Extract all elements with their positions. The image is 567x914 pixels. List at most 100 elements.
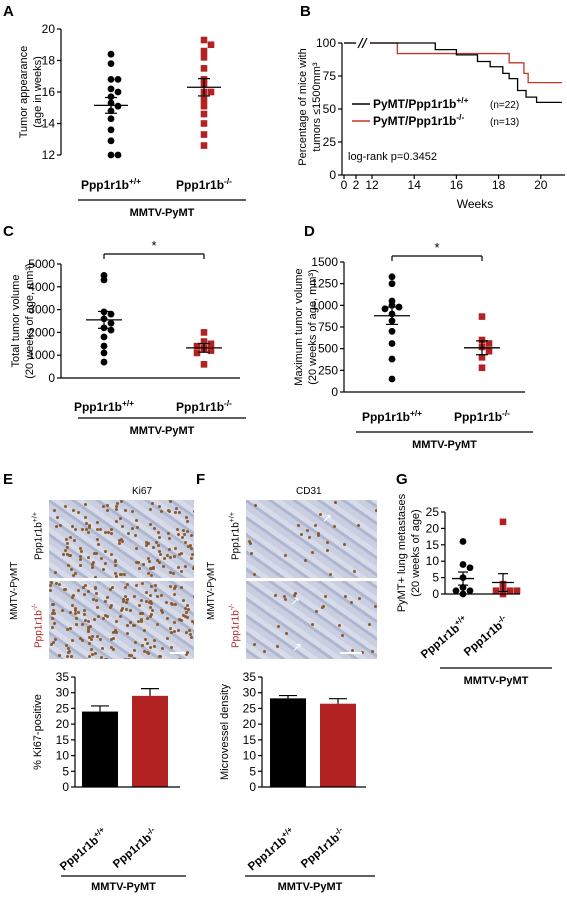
panel-F-y-tick-label: 25	[243, 701, 257, 715]
tissue-stain-dot	[58, 523, 62, 527]
tissue-stain-dot	[162, 565, 166, 569]
tissue-stain-dot	[131, 623, 135, 627]
panel-letter-C: C	[3, 223, 14, 240]
tissue-stain-dot	[66, 655, 69, 659]
panel-F-scale-bar	[340, 652, 362, 654]
tissue-stain-dot	[148, 645, 152, 649]
tissue-stain-dot	[172, 592, 176, 596]
panel-F-group-label: MMTV-PyMT	[278, 881, 343, 893]
panel-B-y-tick-label: 25	[323, 135, 337, 149]
panel-A-point-wt	[107, 151, 115, 159]
tissue-stain-dot	[329, 573, 333, 577]
tissue-stain-dot	[84, 583, 88, 587]
tissue-stain-dot	[182, 533, 186, 537]
tissue-stain-dot	[148, 615, 152, 619]
tissue-stain-dot	[186, 529, 190, 533]
tissue-stain-dot	[186, 608, 190, 612]
tissue-stain-dot	[353, 569, 357, 573]
tissue-stain-dot	[250, 552, 254, 556]
tissue-stain-dot	[92, 598, 96, 602]
tissue-stain-dot	[371, 650, 375, 654]
tissue-stain-dot	[171, 571, 175, 575]
tissue-stain-dot	[185, 604, 189, 608]
panel-C-point-wt	[107, 319, 115, 327]
tissue-stain-dot	[193, 509, 194, 513]
tissue-stain-dot	[149, 507, 153, 511]
tissue-stain-dot	[69, 554, 73, 558]
panel-G-group-label: MMTV-PyMT	[464, 675, 529, 687]
tissue-stain-dot	[110, 638, 114, 642]
panel-E-y-tick-label: 0	[62, 780, 69, 794]
panel-A-point-ko	[207, 88, 215, 96]
panel-D-y-tick-label: 750	[318, 320, 338, 334]
panel-F-image-title: CD31	[296, 486, 322, 497]
tissue-stain-dot	[176, 532, 180, 536]
tissue-stain-dot	[134, 533, 138, 537]
tissue-stain-dot	[108, 605, 112, 609]
tissue-stain-dot	[96, 520, 100, 524]
panel-B-legend-n-ko: (n=13)	[490, 117, 519, 128]
panel-D-y-tick-label: 250	[318, 363, 338, 377]
tissue-stain-dot	[144, 543, 148, 547]
tissue-stain-dot	[61, 552, 65, 556]
tissue-stain-dot	[193, 622, 194, 626]
tissue-stain-dot	[142, 562, 146, 566]
panel-A-y-tick-label: 12	[42, 148, 56, 162]
panel-B-legend-n-wt: (n=22)	[490, 100, 519, 111]
tissue-stain-dot	[321, 604, 325, 608]
panel-E-row-label-wt: Ppp1r1b+/+	[32, 512, 45, 560]
tissue-stain-dot	[140, 619, 144, 623]
tissue-stain-dot	[49, 588, 53, 592]
panel-F-category-label: Ppp1r1b-/-	[297, 825, 348, 871]
tissue-stain-dot	[74, 608, 78, 612]
panel-A-point-wt	[114, 151, 122, 159]
tissue-stain-dot	[169, 646, 173, 650]
tissue-stain-dot	[87, 620, 91, 624]
tissue-stain-dot	[173, 621, 177, 625]
tissue-stain-dot	[144, 638, 148, 642]
tissue-stain-dot	[101, 504, 105, 508]
tissue-stain-dot	[283, 554, 287, 558]
tissue-stain-dot	[53, 570, 57, 574]
tissue-stain-dot	[296, 523, 300, 527]
tissue-stain-dot	[140, 617, 144, 621]
panel-F-category-label: Ppp1r1b+/+	[244, 825, 298, 873]
panel-A-point-ko	[200, 47, 208, 55]
tissue-stain-dot	[146, 541, 150, 545]
tissue-stain-dot	[136, 526, 140, 530]
tissue-stain-dot	[171, 602, 175, 606]
tissue-stain-dot	[123, 658, 127, 659]
panel-D-point-ko	[478, 364, 486, 372]
tissue-stain-dot	[87, 636, 91, 640]
tissue-stain-dot	[89, 658, 93, 659]
tissue-stain-dot	[64, 643, 68, 647]
panel-C-point-wt	[100, 349, 108, 357]
tissue-stain-dot	[179, 586, 183, 590]
tissue-stain-dot	[72, 538, 76, 542]
tissue-stain-dot	[186, 545, 190, 549]
panel-B-x-tick-label: 12	[365, 178, 379, 192]
panel-G-point-wt	[452, 587, 460, 595]
tissue-stain-dot	[117, 538, 121, 542]
panel-B-survival-line-wt	[344, 42, 562, 104]
panel-B-legend-label-ko: PyMT/Ppp1r1b-/-	[373, 112, 464, 128]
panel-E-y-tick-label: 35	[56, 670, 70, 684]
tissue-stain-dot	[49, 581, 53, 585]
panel-D-point-wt	[388, 273, 396, 281]
panel-A-category-label: Ppp1r1b-/-	[176, 176, 232, 192]
panel-A-y-tick-label: 16	[42, 85, 56, 99]
panel-G-y-tick-label: 15	[426, 538, 440, 552]
tissue-stain-dot	[73, 607, 77, 611]
panel-C-y-tick-label: 1000	[28, 348, 55, 362]
tissue-stain-dot	[104, 657, 108, 659]
panel-F-y-tick-label: 20	[243, 717, 257, 731]
panel-G-y-tick-label: 20	[426, 521, 440, 535]
tissue-stain-dot	[106, 530, 110, 534]
panel-D-y-label: Maximum tumor volume	[293, 268, 305, 385]
tissue-stain-dot	[93, 551, 97, 555]
tissue-stain-dot	[185, 652, 189, 656]
panel-C-point-ko	[200, 338, 208, 345]
tissue-stain-dot	[69, 567, 73, 571]
tissue-stain-dot	[157, 535, 161, 539]
tissue-stain-dot	[97, 543, 101, 547]
